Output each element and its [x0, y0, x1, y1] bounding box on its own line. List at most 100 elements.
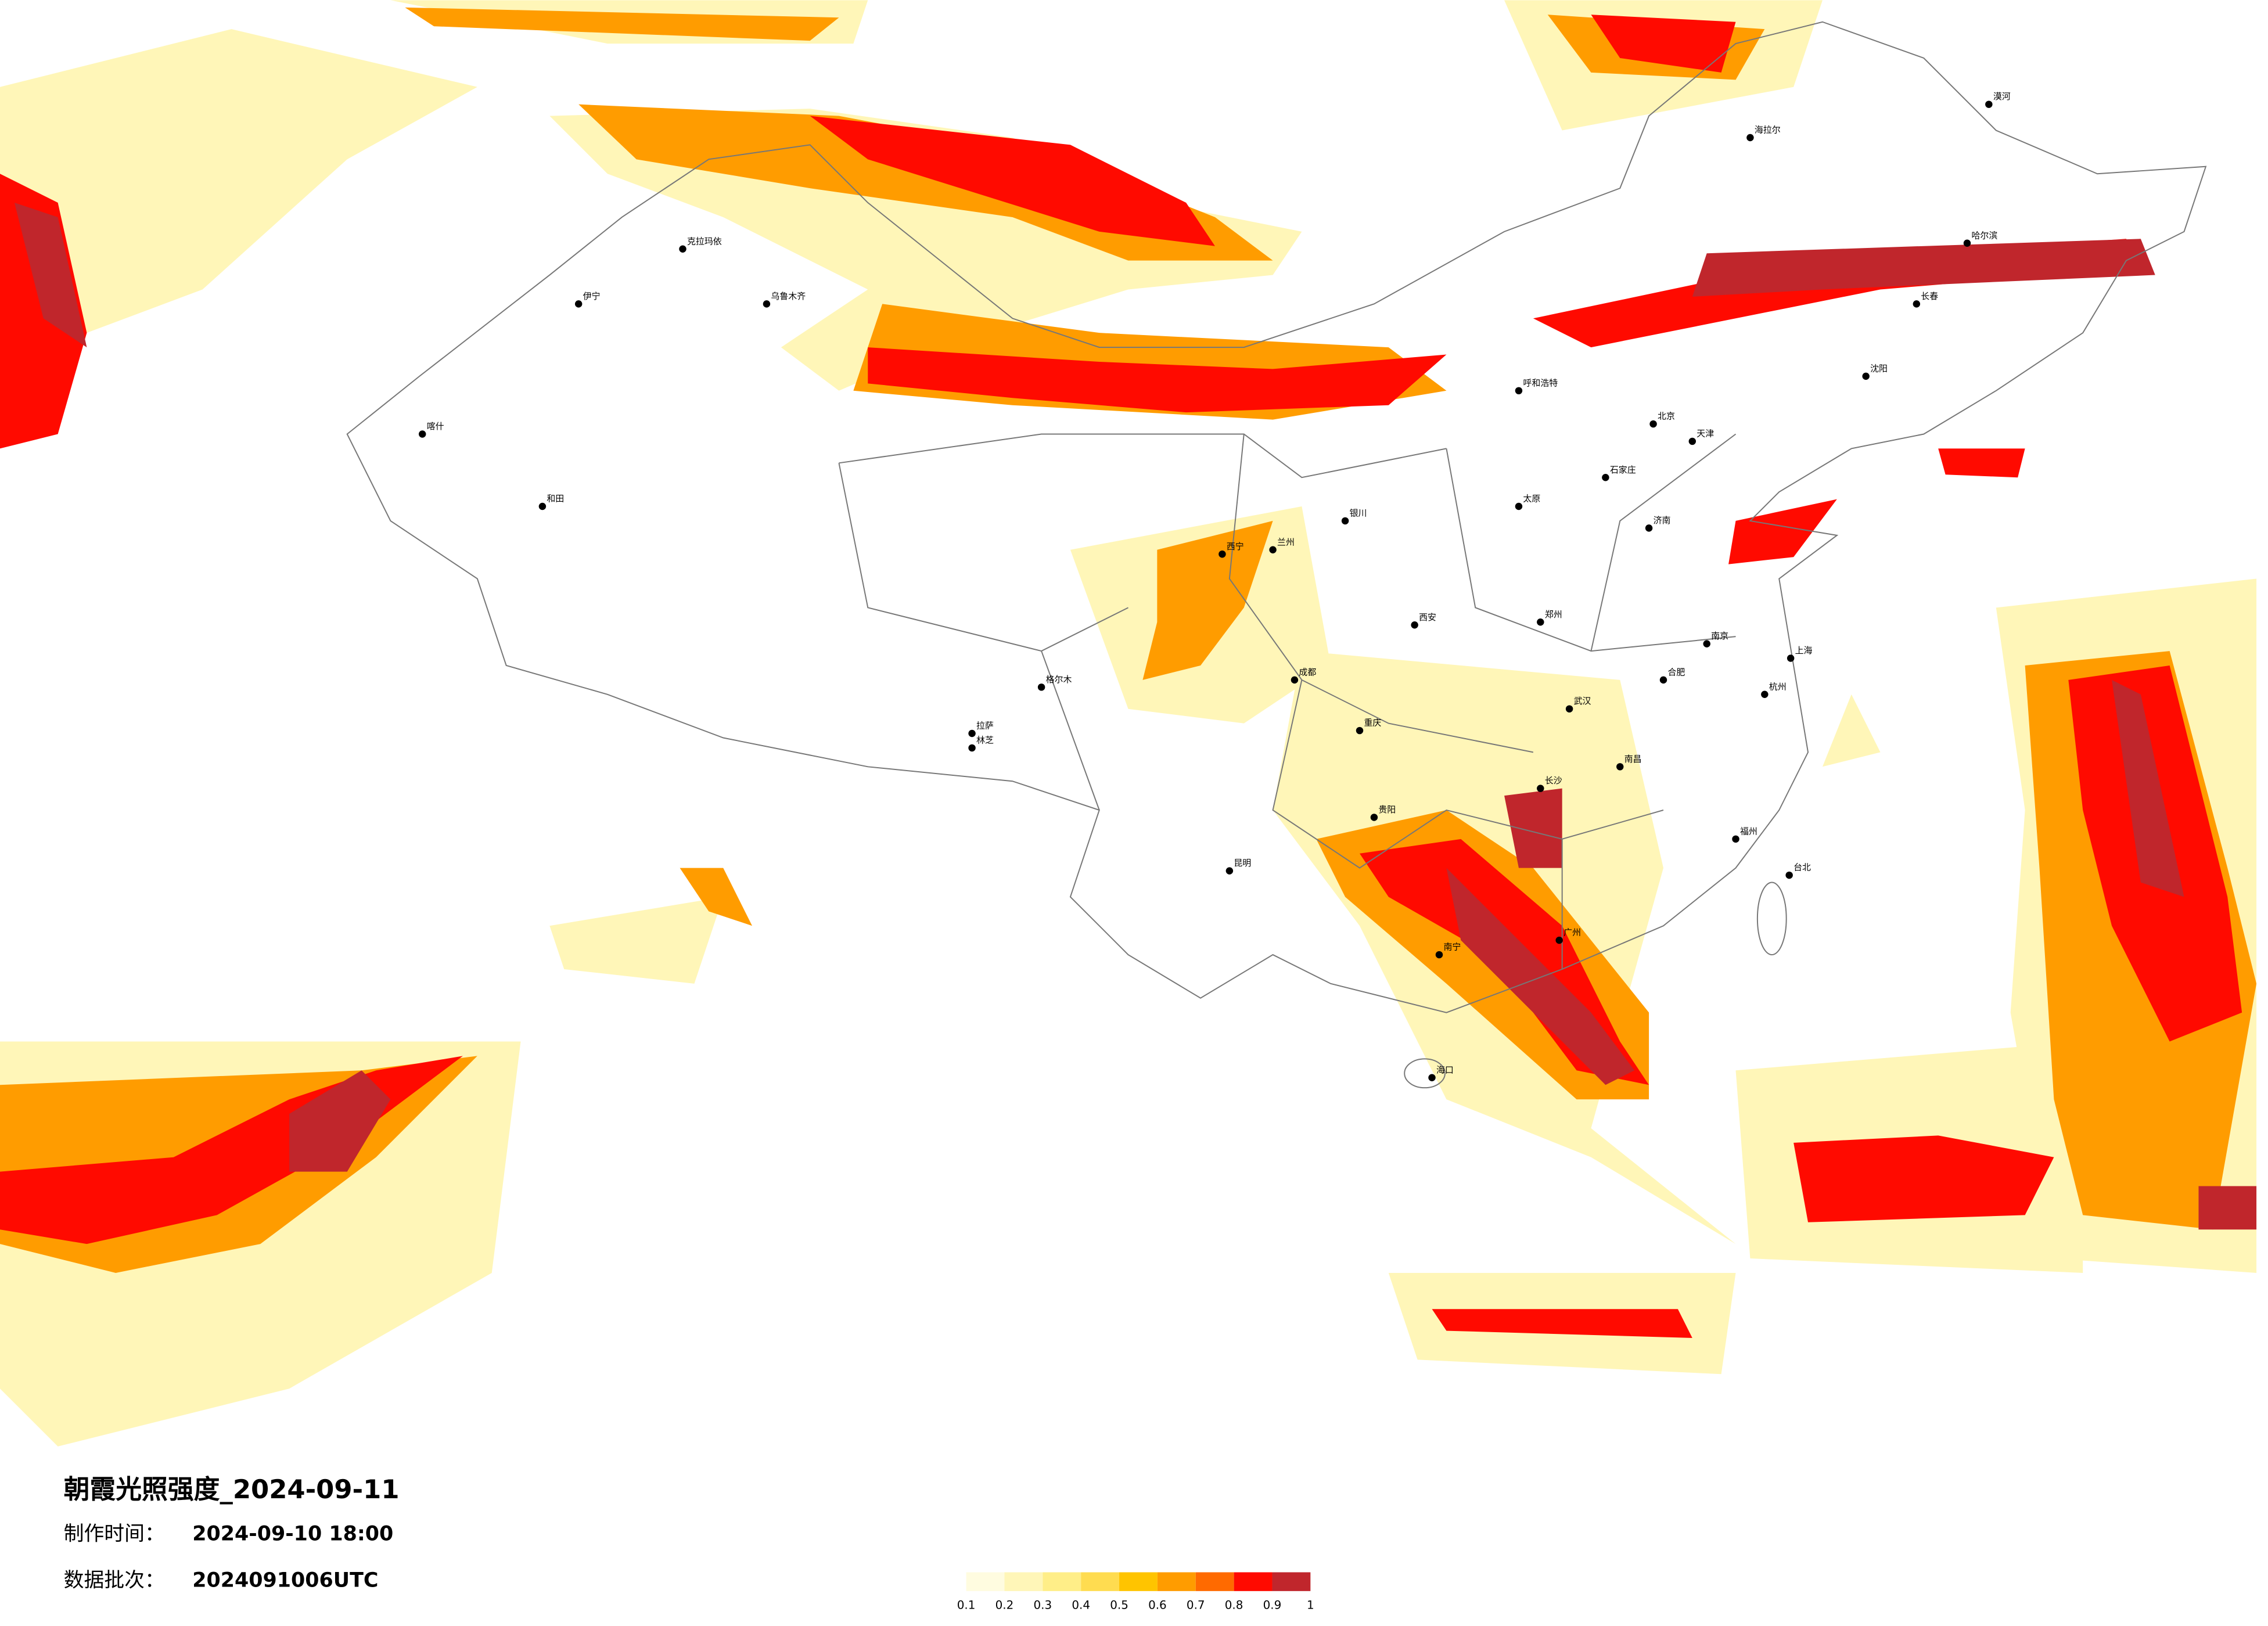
city-label: 乌鲁木齐: [771, 291, 806, 301]
city-dot: [1746, 134, 1754, 142]
colorbar-swatch: [1004, 1572, 1043, 1591]
city-dot: [1356, 726, 1364, 735]
city-label: 漠河: [1993, 91, 2011, 102]
colorbar-tick-label: 0.1: [957, 1598, 976, 1611]
city-dot: [763, 300, 771, 308]
colorbar-swatch: [1234, 1572, 1273, 1591]
city-dot: [574, 300, 583, 308]
city-label: 兰州: [1277, 537, 1295, 547]
city-dot: [1411, 621, 1418, 629]
city-dot: [1565, 705, 1573, 713]
colorbar-swatch: [1272, 1572, 1311, 1591]
city-dot: [1435, 951, 1443, 959]
colorbar-swatch: [1081, 1572, 1120, 1591]
city-dot: [1732, 835, 1739, 843]
city-dot: [418, 430, 426, 438]
city-label: 林芝: [976, 735, 994, 745]
production-time-label: 制作时间：: [64, 1523, 165, 1546]
city-label: 昆明: [1234, 858, 1251, 868]
city-label: 呼和浩特: [1523, 377, 1558, 388]
colorbar-tick-label: 0.8: [1225, 1598, 1243, 1611]
data-batch: 2024091006UTC: [192, 1569, 378, 1592]
city-dot: [1291, 676, 1299, 684]
province-lines: [838, 433, 1737, 969]
city-label: 银川: [1350, 508, 1367, 518]
city-label: 海口: [1436, 1064, 1454, 1075]
city-dot: [1985, 100, 1993, 108]
colorbar-swatch: [1157, 1572, 1196, 1591]
colorbar: 0.1 0.2 0.3 0.4 0.5 0.6 0.7 0.8 0.9 1: [957, 1572, 1314, 1611]
colorbar-tick-label: 1: [1307, 1598, 1314, 1611]
colorbar-tick-label: 0.2: [995, 1598, 1014, 1611]
city-dot: [1761, 690, 1769, 699]
cities: 北京上海广州成都重庆西安武汉乌鲁木齐拉萨哈尔滨沈阳昆明南宁兰州郑州长沙南昌福州海…: [418, 91, 2011, 1081]
colorbar-swatch: [1043, 1572, 1081, 1591]
city-dot: [1341, 517, 1349, 525]
city-label: 上海: [1795, 645, 1813, 656]
city-dot: [1703, 640, 1710, 647]
boundaries: [346, 21, 2207, 1089]
city-dot: [1659, 676, 1667, 684]
city-label: 西宁: [1227, 541, 1244, 552]
city-dot: [679, 245, 686, 253]
cloud-field: [0, 0, 2257, 1447]
map-title: 朝霞光照强度_2024-09-11: [64, 1474, 400, 1505]
city-label: 重庆: [1364, 718, 1381, 728]
city-dot: [1555, 936, 1563, 944]
city-dot: [968, 729, 976, 738]
city-label: 伊宁: [583, 291, 601, 301]
city-label: 南昌: [1624, 754, 1642, 764]
colorbar-tick-label: 0.6: [1148, 1598, 1167, 1611]
city-dot: [1602, 473, 1609, 481]
data-batch-label: 数据批次：: [64, 1569, 165, 1592]
city-dot: [1537, 618, 1544, 626]
city-dot: [1269, 546, 1277, 553]
city-dot: [1913, 300, 1921, 308]
city-label: 喀什: [427, 421, 444, 431]
city-label: 拉萨: [976, 721, 994, 731]
city-dot: [1688, 437, 1696, 445]
colorbar-swatch: [1195, 1572, 1234, 1591]
city-label: 哈尔滨: [1971, 230, 1997, 240]
city-label: 格尔木: [1046, 674, 1072, 685]
city-dot: [1370, 814, 1378, 821]
city-dot: [1219, 550, 1226, 558]
city-dot: [1787, 654, 1795, 662]
hainan: [1404, 1058, 1446, 1089]
city-label: 和田: [547, 494, 564, 504]
city-dot: [538, 502, 547, 510]
city-label: 石家庄: [1610, 465, 1636, 475]
colorbar-swatch: [966, 1572, 1005, 1591]
production-time: 2024-09-10 18:00: [192, 1523, 393, 1546]
city-label: 广州: [1563, 927, 1581, 938]
city-label: 台北: [1793, 862, 1811, 873]
city-label: 长沙: [1545, 775, 1562, 786]
city-dot: [1649, 420, 1657, 428]
city-dot: [1537, 785, 1544, 792]
city-label: 沈阳: [1870, 363, 1888, 373]
city-dot: [1645, 524, 1653, 532]
city-label: 济南: [1654, 515, 1671, 526]
colorbar-tick-label: 0.5: [1110, 1598, 1128, 1611]
city-label: 长春: [1921, 291, 1938, 301]
city-label: 克拉玛依: [687, 236, 722, 246]
city-label: 贵阳: [1378, 804, 1396, 815]
city-dot: [1785, 871, 1793, 879]
city-label: 海拉尔: [1755, 125, 1781, 135]
city-label: 太原: [1523, 494, 1540, 504]
city-dot: [1963, 239, 1971, 247]
city-label: 南京: [1711, 631, 1728, 641]
light-area: [0, 0, 2257, 1447]
red-area: [0, 15, 2242, 1339]
city-dot: [1428, 1074, 1436, 1081]
city-label: 武汉: [1574, 696, 1591, 706]
city-label: 成都: [1299, 667, 1316, 677]
city-label: 郑州: [1545, 609, 1562, 620]
city-dot: [1862, 372, 1870, 380]
colorbar-tick-label: 0.9: [1263, 1598, 1282, 1611]
city-dot: [968, 744, 976, 752]
city-dot: [1515, 387, 1523, 395]
china-border: [346, 21, 2207, 1013]
